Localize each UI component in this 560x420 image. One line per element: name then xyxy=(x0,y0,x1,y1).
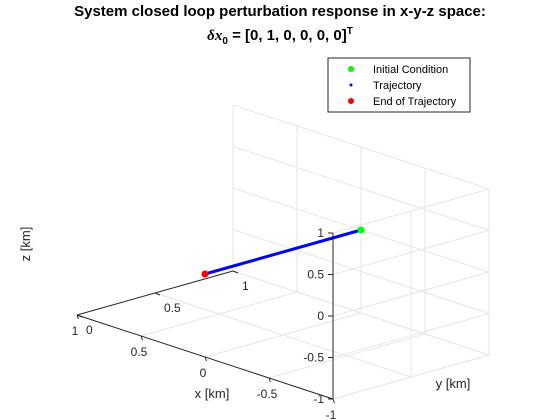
y-tick-mark xyxy=(76,314,83,318)
title-vector: = [0, 1, 0, 0, 0, 0] xyxy=(227,27,347,44)
side-wall-grid-z xyxy=(332,230,490,275)
legend-marker xyxy=(348,98,354,104)
floor-grid-y xyxy=(154,292,412,378)
z-tick-label: 0.5 xyxy=(307,268,324,282)
title-superscript: T xyxy=(346,26,353,37)
legend-entry-label: Initial Condition xyxy=(373,64,448,76)
chart-title-line-2: δx0 = [0, 1, 0, 0, 0, 0]T xyxy=(0,26,560,47)
x-tick-label: -1 xyxy=(326,408,337,420)
y-tick-mark xyxy=(154,292,161,296)
x-tick-label: 1 xyxy=(72,324,79,338)
title-subscript: 0 xyxy=(222,36,228,47)
y-tick-mark xyxy=(232,270,239,274)
x-tick-label: -0.5 xyxy=(257,387,278,401)
data-series xyxy=(201,226,365,278)
legend[interactable]: Initial Condition Trajectory End of Trajec… xyxy=(327,57,471,113)
title-delta: δx xyxy=(207,28,223,44)
legend-entry-label: Trajectory xyxy=(373,80,422,92)
back-wall-grid-z xyxy=(232,229,490,314)
back-wall-grid-z xyxy=(232,270,490,356)
z-tick-label: 0 xyxy=(317,309,324,323)
chart-title-line-1: System closed loop perturbation response… xyxy=(74,3,486,20)
axis-labels: x [km] y [km] z [km] xyxy=(18,227,470,401)
legend-marker xyxy=(348,66,354,72)
y-tick-label: 0 xyxy=(86,323,93,337)
x-tick-label: 0 xyxy=(200,366,207,380)
x-axis-label: x [km] xyxy=(195,386,230,401)
z-tick-label: -1 xyxy=(313,392,324,406)
back-wall-grid-z xyxy=(232,104,490,190)
tick-labels: -1-0.500.51 00.51-1-0.500.51 xyxy=(72,226,337,420)
y-tick-label: 1 xyxy=(242,279,249,293)
x-tick-mark xyxy=(140,335,143,341)
z-tick-label: -0.5 xyxy=(303,351,324,365)
y-tick-label: 0.5 xyxy=(164,301,181,315)
axis-box xyxy=(76,232,335,404)
side-wall-grid-z xyxy=(332,313,490,358)
legend-marker xyxy=(349,83,353,87)
series-point-end-of-trajectory xyxy=(201,270,209,278)
x-tick-label: 0.5 xyxy=(131,345,148,359)
x-tick-mark xyxy=(76,314,79,320)
legend-entry-label: End of Trajectory xyxy=(373,96,457,108)
x-tick-mark xyxy=(332,398,335,404)
back-wall-grid-z xyxy=(232,146,490,231)
series-point-initial-condition xyxy=(357,226,365,234)
z-tick-label: 1 xyxy=(317,226,324,240)
x-tick-mark xyxy=(268,377,271,383)
side-wall-grid-z xyxy=(332,188,490,234)
series-trajectory-line xyxy=(204,228,362,276)
side-wall-grid-z xyxy=(332,354,490,400)
x-tick-mark xyxy=(204,356,207,362)
y-axis-label: y [km] xyxy=(436,376,471,391)
z-axis-label: z [km] xyxy=(18,227,33,262)
side-wall-grid-z xyxy=(332,271,490,317)
